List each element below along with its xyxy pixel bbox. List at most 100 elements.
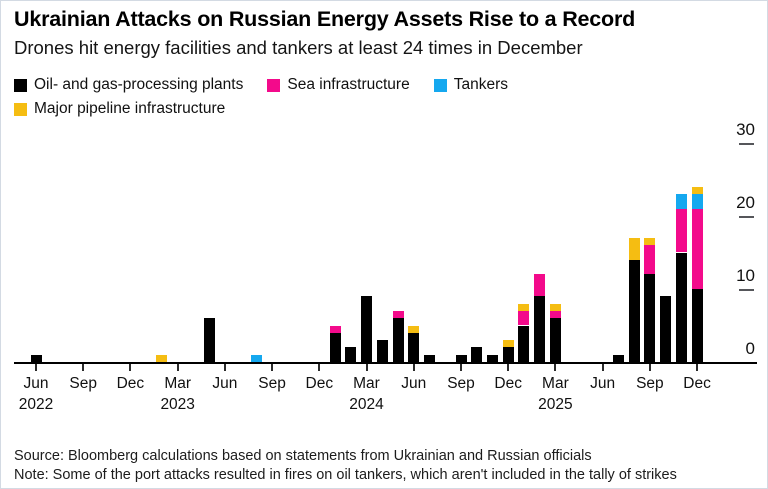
x-axis-month-label: Jun [212,375,238,392]
bar-segment [518,303,530,311]
x-axis-month-label: Dec [305,375,334,392]
legend-label: Sea infrastructure [287,76,410,93]
bar-segment [392,310,404,319]
y-axis-label: 30 [736,120,755,139]
x-axis-month-label: Sep [447,375,475,392]
bar-segment [660,296,672,362]
bar-segment [392,318,404,362]
x-axis-tick [554,364,557,371]
bar-segment [675,194,687,209]
legend-item: Sea infrastructure [267,76,410,94]
x-axis-month-label: Sep [69,375,97,392]
legend: Oil- and gas-processing plants Sea infras… [14,76,754,124]
legend-item: Tankers [433,76,508,94]
bar-segment [250,354,262,362]
x-axis-tick [129,364,132,371]
bar-segment [612,354,624,362]
bar-segment [691,194,703,209]
bar-segment [628,237,640,260]
legend-swatch-icon [433,78,447,92]
bar-segment [424,354,435,362]
legend-row: Major pipeline infrastructure [14,100,754,118]
y-axis-tick [739,289,754,291]
bar-segment [203,318,215,362]
legend-item: Oil- and gas-processing plants [14,76,243,94]
legend-swatch-icon [14,102,27,116]
bar-segment [675,252,687,362]
x-axis-tick [696,364,699,371]
x-axis-tick [648,364,651,371]
x-axis-year-label: 2024 [349,396,384,413]
x-axis-tick [223,364,226,371]
bar-segment [408,325,420,333]
source-note: Source: Bloomberg calculations based on … [14,448,592,464]
x-axis-month-label: Jun [23,375,49,392]
bar-segment [534,296,546,362]
x-axis-tick [318,364,321,371]
bar-segment [156,354,168,362]
x-axis-month-label: Jun [401,375,427,392]
x-axis-tick [601,364,604,371]
legend-item: Major pipeline infrastructure [14,100,225,118]
x-axis-tick [365,364,368,371]
y-axis-tick [739,216,754,218]
x-axis-year-label: 2025 [538,396,573,413]
x-axis-tick [412,364,415,371]
bar-segment [345,347,357,362]
bar-segment [644,237,656,246]
bar-segment [30,354,42,362]
x-axis-month-label: Jun [590,375,616,392]
x-axis-tick [176,364,179,371]
bar-segment [549,303,561,311]
x-axis-tick [271,364,274,371]
x-axis-year-label: 2022 [18,396,54,413]
x-axis-month-label: Mar [164,375,192,392]
bar-segment [455,354,467,362]
bar-segment [329,332,341,362]
x-axis-tick [82,364,85,371]
y-axis-label: 20 [736,193,755,212]
x-axis-month-label: Mar [542,375,569,392]
x-axis-line [14,362,757,364]
bar-segment [691,186,703,195]
bar-segment [518,325,530,362]
bar-segment [329,325,341,333]
bar-segment [691,289,703,362]
bar-segment [549,310,561,319]
bar-segment [376,340,388,362]
bar-segment [487,354,498,362]
bar-segment [361,296,372,362]
x-axis-month-label: Sep [258,375,286,392]
x-axis-month-label: Dec [494,375,522,392]
legend-label: Tankers [453,76,508,93]
x-axis-tick [507,364,510,371]
legend-label: Major pipeline infrastructure [34,100,226,117]
bar-segment [408,332,420,362]
bar-segment [502,347,514,362]
bar-segment [644,245,656,275]
bar-segment [518,310,530,326]
footnote: Note: Some of the port attacks resulted … [14,467,677,483]
legend-swatch-icon [267,78,281,92]
y-axis-label: 0 [745,339,755,358]
legend-label: Oil- and gas-processing plants [34,76,244,93]
y-axis-label: 10 [736,266,755,285]
chart-subtitle: Drones hit energy facilities and tankers… [14,37,583,58]
bar-segment [549,318,561,362]
bar-segment [502,340,514,348]
x-axis-month-label: Dec [116,375,145,392]
bar-segment [534,274,546,297]
chart-title: Ukrainian Attacks on Russian Energy Asse… [14,7,636,31]
x-axis-month-label: Dec [683,375,711,392]
bar-segment [628,259,640,362]
x-axis-month-label: Mar [353,375,380,392]
x-axis-tick [35,364,37,371]
legend-swatch-icon [14,78,27,92]
x-axis-year-label: 2023 [160,396,195,413]
footer: Source: Bloomberg calculations based on … [14,447,760,485]
legend-row: Oil- and gas-processing plants Sea infras… [14,76,754,94]
x-axis-month-label: Sep [636,375,664,392]
bar-segment [691,208,703,289]
